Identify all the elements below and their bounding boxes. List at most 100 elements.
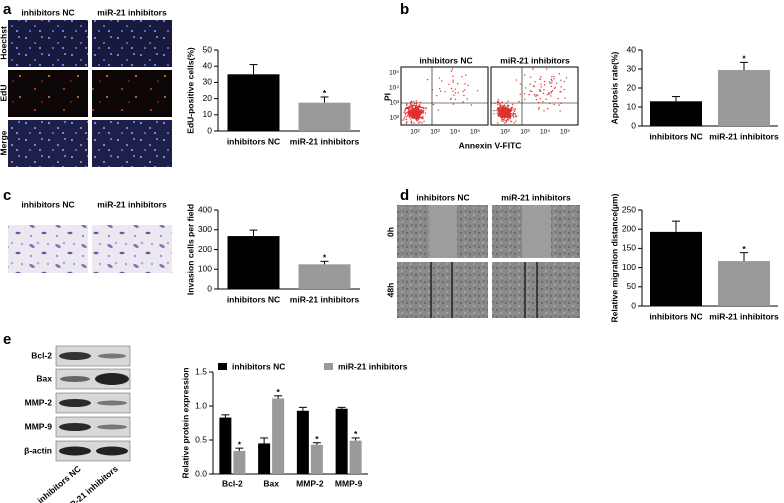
flow-event — [452, 90, 454, 93]
flow-event — [538, 107, 540, 109]
flow-event — [413, 110, 418, 115]
bar — [650, 231, 702, 306]
flow-event — [539, 90, 541, 92]
flow-event — [497, 99, 499, 101]
flow-y-tick: 10⁴ — [389, 85, 399, 92]
micrograph — [8, 225, 88, 273]
flow-event — [551, 81, 553, 84]
flow-event — [499, 109, 504, 114]
flow-event — [499, 106, 502, 109]
row-label: 0h — [385, 227, 395, 237]
y-tick-label: 300 — [198, 224, 212, 234]
flow-event — [510, 112, 513, 115]
flow-event — [550, 90, 553, 93]
x-tick-label: miR-21 inhibitors — [709, 311, 779, 321]
flow-event — [438, 77, 441, 79]
flow-event — [514, 107, 516, 110]
flow-event — [543, 110, 545, 112]
flow-event — [543, 80, 546, 83]
flow-event — [432, 103, 435, 106]
flow-event — [448, 83, 450, 86]
flow-event — [551, 76, 553, 78]
flow-event — [413, 122, 415, 124]
flow-event — [539, 89, 541, 91]
flow-event — [419, 121, 421, 123]
flow-event — [463, 89, 466, 91]
flow-event — [507, 105, 509, 107]
flow-event — [540, 86, 542, 88]
flow-event — [531, 90, 533, 93]
bar — [298, 264, 351, 289]
y-tick-label: 20 — [203, 93, 213, 103]
flow-event — [462, 90, 464, 92]
flow-event — [532, 85, 535, 87]
bar — [718, 69, 770, 126]
y-tick-label: 30 — [203, 77, 213, 87]
flow-event — [501, 101, 503, 103]
flow-event — [545, 68, 548, 70]
flow-event — [498, 115, 500, 117]
flow-event — [523, 74, 526, 76]
flow-event — [466, 98, 468, 100]
flow-x-tick: 10⁴ — [450, 129, 460, 136]
bar — [349, 440, 362, 474]
bar — [219, 417, 232, 474]
flow-event — [551, 90, 554, 92]
flow-event — [415, 118, 418, 121]
y-tick-label: 0.5 — [195, 434, 207, 444]
column-label: miR-21 inhibitors — [97, 199, 167, 209]
flow-event — [441, 80, 443, 82]
flow-event — [410, 107, 413, 109]
flow-event — [515, 120, 517, 123]
flow-event — [463, 94, 465, 97]
flow-event — [545, 98, 547, 100]
flow-event — [515, 116, 517, 118]
legend-swatch — [218, 363, 227, 370]
flow-event — [539, 98, 541, 100]
flow-event — [417, 122, 420, 124]
flow-event — [405, 103, 408, 105]
flow-event — [535, 95, 537, 97]
column-label: inhibitors NC — [21, 199, 74, 209]
flow-event — [563, 80, 565, 83]
flow-event — [510, 120, 512, 123]
y-tick-label: 100 — [622, 262, 636, 272]
flow-event — [415, 100, 417, 102]
flow-event — [514, 109, 516, 111]
flow-event — [507, 106, 509, 108]
bar — [310, 444, 323, 474]
legend-label: inhibitors NC — [232, 361, 285, 371]
flow-event — [416, 101, 418, 104]
flow-event — [402, 119, 404, 121]
flow-event — [501, 118, 503, 120]
micrograph — [92, 70, 172, 117]
flow-event — [425, 106, 427, 109]
flow-event — [425, 108, 428, 110]
flow-event — [410, 110, 415, 115]
panel-letter: a — [3, 1, 12, 18]
x-tick-label: MMP-2 — [296, 478, 324, 488]
y-tick-label: 10 — [627, 101, 637, 111]
bar — [298, 102, 351, 131]
flow-event — [476, 90, 479, 92]
flow-event — [410, 104, 412, 106]
flow-event — [416, 120, 418, 122]
y-tick-label: 100 — [198, 264, 212, 274]
flow-event — [502, 118, 505, 121]
flow-event — [557, 97, 559, 100]
flow-x-tick: 10⁵ — [560, 129, 570, 136]
flow-event — [450, 87, 453, 90]
flow-event — [535, 98, 538, 101]
flow-event — [539, 78, 541, 80]
flow-event — [529, 76, 532, 78]
flow-event — [413, 104, 415, 107]
legend-swatch — [324, 363, 333, 370]
x-tick-label: Bcl-2 — [222, 478, 243, 488]
panel-letter: d — [400, 187, 409, 204]
flow-event — [424, 112, 427, 114]
flow-event — [453, 94, 455, 96]
y-tick-label: 150 — [622, 243, 636, 253]
micrograph — [92, 120, 172, 167]
flow-event — [437, 109, 439, 111]
flow-event — [549, 102, 551, 105]
